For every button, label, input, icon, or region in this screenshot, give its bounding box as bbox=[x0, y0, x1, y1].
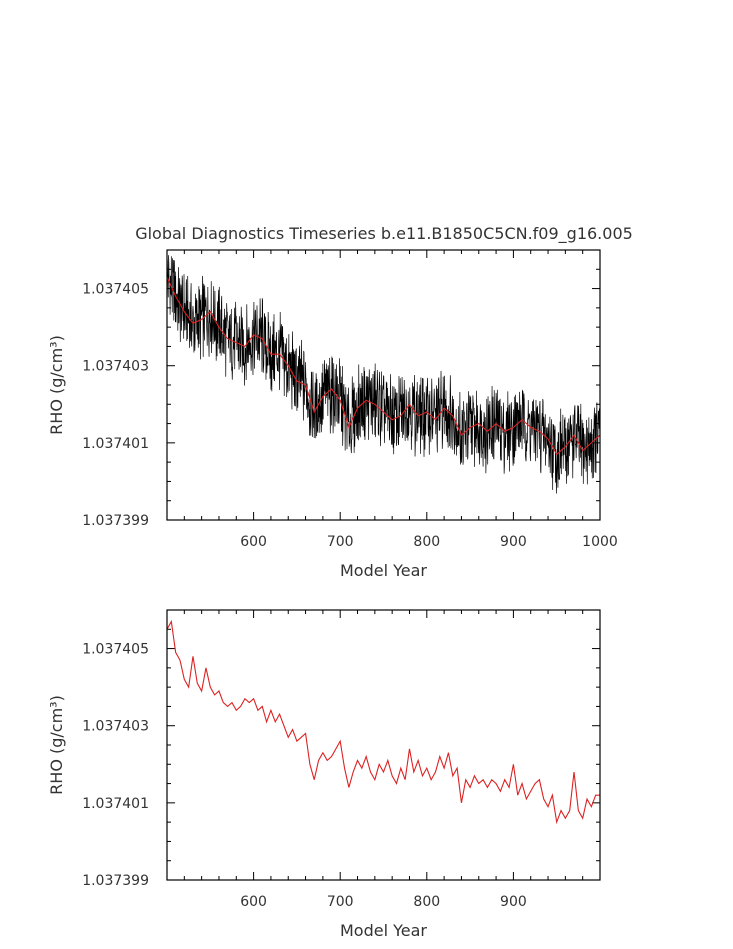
bottom-panel: 600 700 800 900 1.037399 1.037401 1.037403 1.03… bbox=[47, 609, 601, 940]
y-axis-label: RHO (g/cm³) bbox=[47, 695, 66, 795]
plot-frame bbox=[166, 249, 601, 521]
y-tick-label: 1.037403 bbox=[82, 359, 149, 375]
x-axis-label: Model Year bbox=[340, 921, 427, 940]
y-tick-label: 1.037399 bbox=[82, 513, 149, 529]
x-tick-label: 800 bbox=[413, 534, 440, 550]
x-axis-label: Model Year bbox=[340, 561, 427, 580]
y-tick-label: 1.037405 bbox=[82, 282, 149, 298]
x-tick-label: 700 bbox=[327, 894, 354, 910]
y-tick-label: 1.037399 bbox=[82, 873, 149, 889]
y-tick-label: 1.037401 bbox=[82, 436, 149, 452]
y-axis-label: RHO (g/cm³) bbox=[47, 335, 66, 435]
x-tick-label: 600 bbox=[240, 894, 267, 910]
x-tick-label: 700 bbox=[327, 534, 354, 550]
series-line-monthly bbox=[167, 255, 600, 494]
x-tick-label: 900 bbox=[500, 534, 527, 550]
x-tick-label: 800 bbox=[413, 894, 440, 910]
chart-title: Global Diagnostics Timeseries b.e11.B185… bbox=[135, 224, 633, 244]
x-tick-label: 900 bbox=[500, 894, 527, 910]
y-tick-label: 1.037403 bbox=[82, 719, 149, 735]
series-line-annual bbox=[167, 276, 600, 456]
y-tick-label: 1.037405 bbox=[82, 642, 149, 658]
series-line-annual bbox=[167, 619, 600, 825]
x-tick-label: 600 bbox=[240, 534, 267, 550]
top-panel: 600 700 800 900 1000 1.037399 1.037401 1.037403… bbox=[47, 249, 618, 580]
x-tick-label: 1000 bbox=[582, 534, 618, 550]
plot-frame bbox=[166, 609, 601, 881]
y-tick-label: 1.037401 bbox=[82, 796, 149, 812]
